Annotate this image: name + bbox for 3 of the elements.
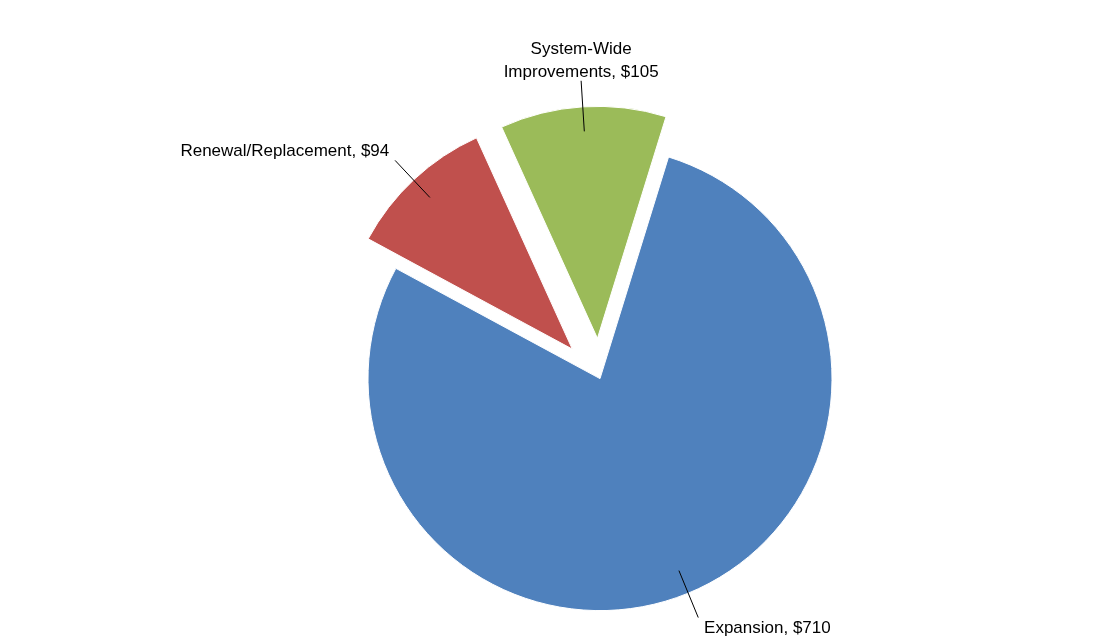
- slice-label: Renewal/Replacement, $94: [180, 141, 390, 161]
- slice-label: System-Wide Improvements, $105: [503, 38, 659, 81]
- slice-label: Expansion, $710: [704, 617, 831, 637]
